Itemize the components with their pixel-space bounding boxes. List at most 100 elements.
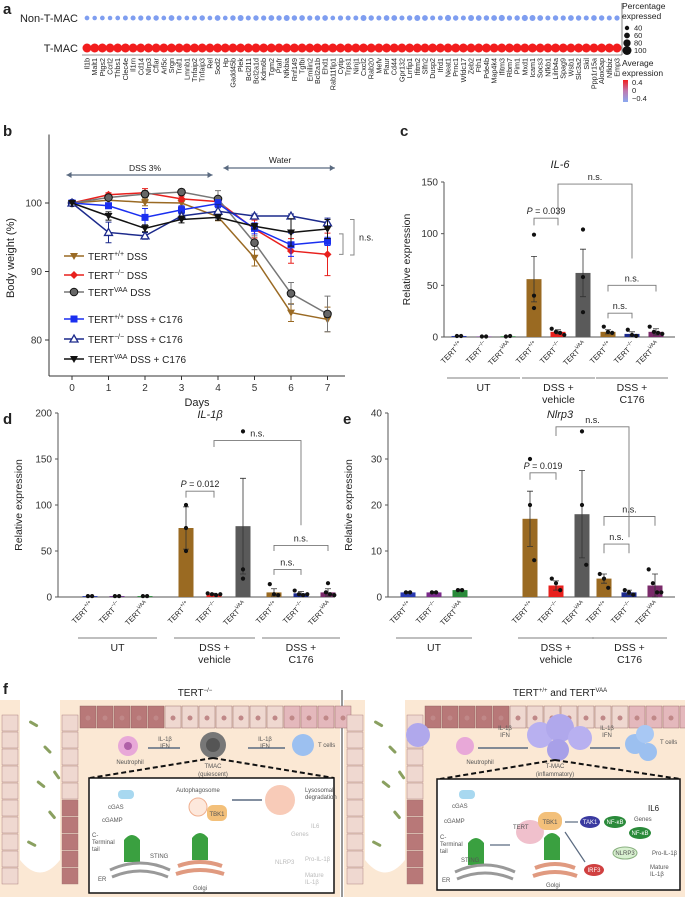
gene-label: Ptgs2	[98, 58, 107, 76]
cgas-label: cGAS	[108, 805, 124, 811]
zoom-line-left	[439, 759, 556, 780]
dot-tmac-Lrrfip1	[405, 43, 415, 53]
panel-label-e: e	[343, 411, 351, 428]
lysosomal-2: degradation	[305, 795, 337, 801]
data-point	[214, 214, 222, 222]
left-title: TERT−/−	[178, 688, 213, 699]
y-tick-label: 20	[371, 501, 383, 512]
x-tick-label: TERT+/+	[438, 339, 464, 365]
bacteria-icon	[374, 720, 384, 728]
x-tick-label: TERTVAA	[220, 599, 248, 627]
significance-bracket	[607, 284, 657, 292]
color-legend-title-2: expression	[622, 68, 663, 78]
dot-non-tmac-Ifrd1	[437, 15, 443, 21]
significance-label: n.s.	[609, 532, 624, 542]
significance-bracket	[603, 543, 630, 554]
tbk1-label: TBK1	[209, 812, 225, 818]
dot-non-tmac-Socs3	[537, 15, 544, 21]
data-point	[631, 592, 636, 597]
dot-non-tmac-Ccrl2	[107, 15, 113, 21]
panel-label-f: f	[3, 681, 9, 698]
error-bar	[240, 477, 246, 575]
series-line-0	[71, 199, 328, 321]
data-point	[655, 590, 660, 595]
gene-label: Slfn2	[420, 58, 429, 74]
error-bar	[579, 470, 585, 559]
er-label: ER	[98, 877, 107, 883]
dot-tmac-Rbm7	[504, 43, 514, 53]
dot-tmac-Nfkbiz	[604, 43, 614, 53]
gene-label: Trps1	[344, 58, 353, 76]
data-point	[605, 329, 611, 334]
data-point	[209, 592, 214, 597]
er-label: ER	[442, 878, 451, 884]
ns-label: n.s.	[359, 232, 374, 242]
legend-label: TERT+/+ DSS	[88, 251, 148, 263]
epithelial-cell	[406, 765, 424, 783]
dot-non-tmac-Wsb1	[568, 15, 574, 21]
dot-non-tmac-Clec4e	[122, 15, 128, 21]
gene-label: Rel	[205, 58, 214, 69]
data-point	[240, 576, 246, 581]
cell-nucleus	[617, 715, 623, 721]
data-point	[625, 327, 630, 332]
data-point	[271, 592, 277, 597]
dot-non-tmac-Spag9	[560, 15, 566, 21]
y-tick-label: 0	[432, 333, 438, 344]
data-point	[183, 502, 189, 508]
data-point	[328, 592, 333, 597]
tmac-state: (inflammatory)	[536, 772, 574, 778]
panel-label-b: b	[3, 123, 12, 140]
group-label: C176	[617, 654, 642, 666]
data-point	[324, 237, 331, 245]
tcells-label: T cells	[318, 743, 335, 749]
dot-non-tmac-Lmnb1	[184, 15, 190, 21]
mature-il1b-1: Mature	[305, 873, 324, 879]
dot-tmac-Lilrb4a	[551, 43, 561, 53]
tcell-icon	[292, 734, 314, 756]
il6-label-faded: IL6	[311, 824, 320, 830]
gene-label: Ifitm2	[413, 58, 422, 76]
data-point	[183, 525, 189, 531]
dot-tmac-Pde4b	[481, 43, 491, 53]
pro-il1b-label-faded: Pro-IL-1β	[305, 857, 331, 863]
dot-tmac-Icam1	[528, 43, 538, 53]
data-point	[629, 332, 635, 338]
data-point	[646, 567, 651, 572]
x-tick-label: TERT+/+	[69, 599, 95, 625]
data-point	[558, 330, 563, 335]
significance-bracket	[555, 426, 630, 538]
chart-title: Nlrp3	[547, 409, 574, 421]
cell-nucleus	[498, 715, 504, 721]
gene-label: Tgm2	[267, 58, 276, 76]
epithelial-cell	[346, 748, 364, 766]
genes-label-faded: Genes	[291, 832, 309, 838]
bacteria-icon	[372, 840, 382, 847]
dot-non-tmac-Neat1	[444, 14, 452, 22]
error-bar	[580, 248, 586, 298]
significance-label: n.s.	[280, 557, 295, 567]
gene-label: Lrrfip1	[405, 58, 414, 78]
dot-non-tmac-Hp	[222, 15, 228, 21]
data-point	[214, 593, 219, 598]
il6-label: IL6	[648, 804, 660, 813]
irf3-label: IRF3	[587, 868, 601, 874]
dot-tmac-Ifrd1	[435, 43, 445, 53]
epithelial-cell	[346, 816, 364, 834]
data-point	[549, 576, 554, 581]
cell-nucleus	[255, 715, 261, 721]
epithelial-cell	[61, 833, 79, 851]
color-legend-title-1: Average	[622, 58, 654, 68]
gene-label: Kdm6b	[259, 58, 268, 81]
tak1-icon	[580, 816, 600, 828]
lysosome-icon	[265, 785, 295, 815]
epithelial-cell	[1, 816, 19, 834]
dot-non-tmac-Tnfaip2	[191, 15, 198, 21]
group-label: DSS +	[286, 642, 317, 654]
data-point	[579, 502, 585, 508]
cell-nucleus	[340, 715, 346, 721]
dot-tmac-Cd14	[136, 43, 146, 53]
data-point	[140, 593, 145, 599]
bar	[400, 592, 416, 597]
data-point	[580, 227, 586, 232]
